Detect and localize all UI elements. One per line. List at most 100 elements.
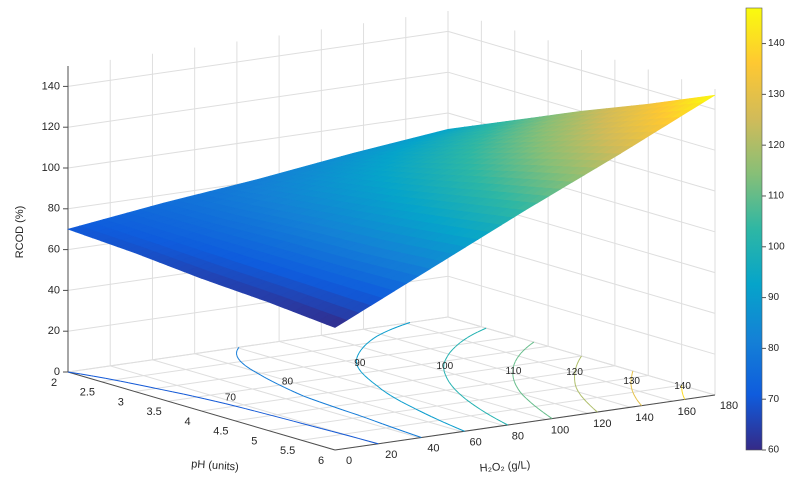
contour-line xyxy=(376,334,381,337)
colorbar-tick-label: 100 xyxy=(768,241,785,252)
contour-line xyxy=(284,386,291,391)
contour-label: 70 xyxy=(225,393,237,404)
contour-line xyxy=(183,393,193,397)
contour-line xyxy=(236,355,238,358)
grid-line xyxy=(301,384,682,441)
contour-line xyxy=(455,389,460,394)
x-axis-title: H₂O₂ (g/L) xyxy=(479,459,530,475)
contour-line xyxy=(358,414,368,419)
colorbar-tick-label: 80 xyxy=(768,343,780,354)
y-axis-title: pH (units) xyxy=(191,458,239,473)
contour-line xyxy=(389,426,398,430)
contour-line xyxy=(583,398,586,401)
contour-line xyxy=(525,397,528,400)
contour-line xyxy=(543,412,548,416)
y-tick-label: 3 xyxy=(118,396,124,408)
grid-line xyxy=(67,71,449,128)
contour-line xyxy=(462,396,466,400)
contour-line xyxy=(357,352,360,356)
contour-line xyxy=(412,407,417,410)
contour-line xyxy=(457,342,461,345)
contour-line xyxy=(450,348,454,352)
contour-label: 80 xyxy=(282,376,294,387)
contour-line xyxy=(459,393,463,397)
contour-line xyxy=(271,380,278,385)
contour-line xyxy=(490,415,497,420)
grid-line xyxy=(201,355,582,412)
contour-line xyxy=(128,382,140,386)
contour-line xyxy=(467,335,471,338)
contour-line xyxy=(513,379,515,382)
contour-line xyxy=(451,385,453,387)
contour-line xyxy=(225,403,236,407)
contour-line xyxy=(239,360,242,363)
contour-line xyxy=(215,400,226,405)
contour-line xyxy=(444,422,452,426)
contour-line xyxy=(519,391,523,395)
grid-line xyxy=(447,234,716,314)
contour-line xyxy=(395,398,402,402)
contour-label: 120 xyxy=(566,367,583,378)
contour-line xyxy=(480,409,486,414)
contour-line xyxy=(382,389,386,393)
contour-line xyxy=(446,377,448,380)
contour-line xyxy=(358,368,362,372)
contour-line xyxy=(527,343,532,347)
contour-line xyxy=(454,344,459,348)
contour-line xyxy=(521,393,524,396)
contour-line xyxy=(418,410,426,415)
contour-line xyxy=(293,420,303,425)
contour-line xyxy=(633,394,636,397)
contour-line xyxy=(534,405,538,408)
z-axis-title: RCOD (%) xyxy=(14,206,26,259)
contour-line xyxy=(631,389,634,392)
contour-line xyxy=(350,412,360,416)
axis-line xyxy=(334,394,716,451)
x-tick-label: 140 xyxy=(635,412,653,424)
contour-line xyxy=(360,371,362,373)
contour-line xyxy=(579,355,582,359)
contour-line xyxy=(362,344,366,348)
contour-line xyxy=(574,369,576,373)
x-tick-label: 160 xyxy=(678,406,696,418)
contour-line xyxy=(413,434,422,438)
contour-line xyxy=(452,346,456,350)
contour-line xyxy=(371,337,374,341)
contour-line xyxy=(260,374,265,378)
z-tick-label: 140 xyxy=(42,80,60,92)
contour-line xyxy=(431,416,438,421)
contour-line xyxy=(632,392,635,396)
contour-line xyxy=(580,394,582,397)
contour-line xyxy=(477,329,483,333)
contour-line xyxy=(475,405,481,410)
colorbar-tick-label: 130 xyxy=(768,89,785,100)
contour-line xyxy=(470,402,473,405)
y-tick-label: 5.5 xyxy=(280,445,295,457)
grid-line xyxy=(447,30,716,110)
contour-line xyxy=(397,324,403,328)
contour-line xyxy=(513,381,516,383)
contour-line xyxy=(574,384,577,389)
z-tick-label: 120 xyxy=(42,121,60,133)
contour-line xyxy=(263,376,267,379)
contour-line xyxy=(241,362,246,366)
contour-line xyxy=(451,386,456,391)
contour-line xyxy=(321,428,332,432)
contour-line xyxy=(516,385,519,389)
contour-line xyxy=(449,382,453,387)
colorbar xyxy=(745,7,763,451)
contour-line xyxy=(514,358,518,362)
contour-line xyxy=(530,402,535,406)
contour-label: 110 xyxy=(505,366,521,377)
x-tick-label: 80 xyxy=(512,430,524,442)
contour-line xyxy=(369,379,373,383)
contour-line xyxy=(67,371,81,375)
contour-line xyxy=(584,399,587,403)
contour-line xyxy=(445,375,448,379)
contour-line xyxy=(312,425,322,430)
contour-line xyxy=(373,335,378,339)
contour-line xyxy=(367,340,372,344)
contour-label: 100 xyxy=(436,361,453,372)
contour-line xyxy=(376,385,382,390)
contour-line xyxy=(406,404,414,409)
